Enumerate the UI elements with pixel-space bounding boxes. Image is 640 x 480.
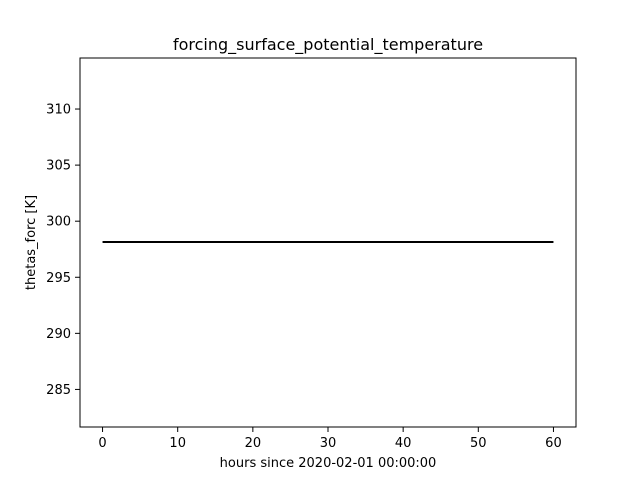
x-tick-label: 20 (245, 436, 262, 451)
chart-title: forcing_surface_potential_temperature (173, 35, 483, 55)
x-tick-label: 30 (320, 436, 337, 451)
y-axis-label: thetas_forc [K] (24, 195, 39, 290)
x-axis-label: hours since 2020-02-01 00:00:00 (220, 456, 437, 471)
y-tick-label: 290 (46, 327, 71, 342)
y-tick-label: 285 (46, 383, 71, 398)
x-tick-label: 10 (169, 436, 186, 451)
y-tick-label: 305 (46, 159, 71, 174)
y-tick-label: 295 (46, 271, 71, 286)
x-tick-label: 50 (470, 436, 487, 451)
x-tick-label: 40 (395, 436, 412, 451)
x-axis: 0 10 20 30 40 50 60 (98, 427, 562, 451)
y-axis: 285 290 295 300 305 310 (46, 103, 80, 398)
x-tick-label: 0 (98, 436, 106, 451)
y-tick-label: 310 (46, 103, 71, 118)
x-tick-label: 60 (545, 436, 562, 451)
y-tick-label: 300 (46, 215, 71, 230)
